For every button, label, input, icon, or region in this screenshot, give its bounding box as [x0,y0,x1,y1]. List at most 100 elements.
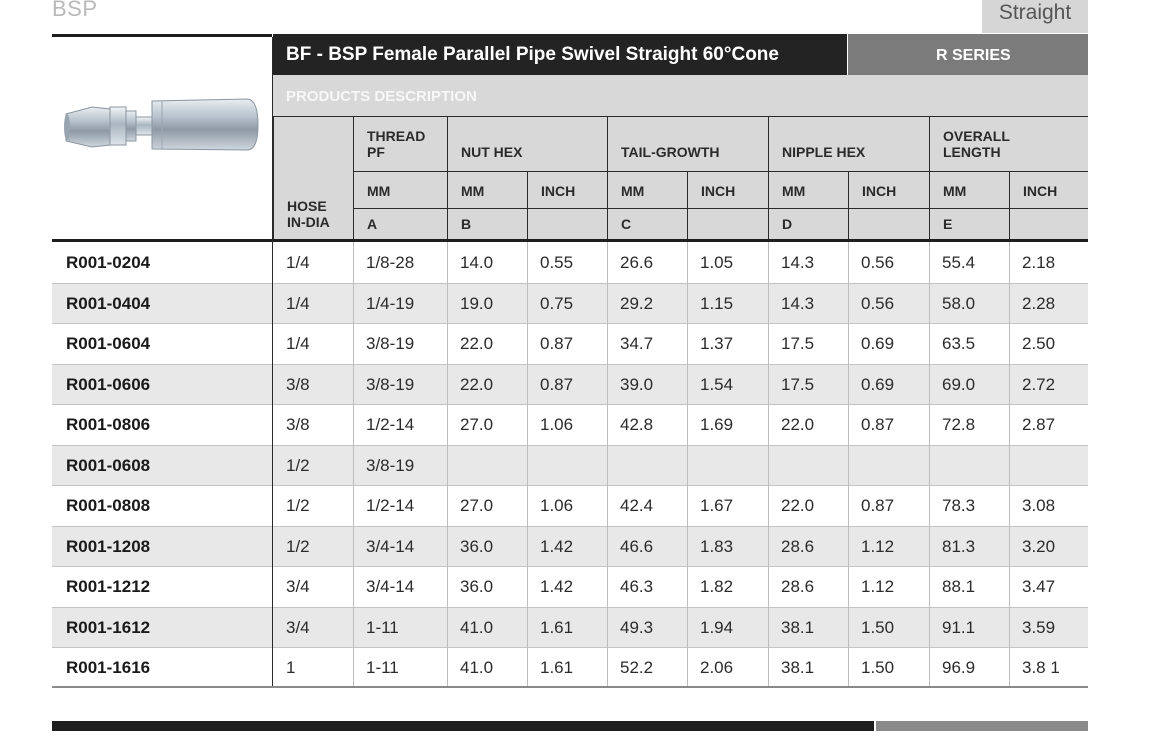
cell-tail-mm: 52.2 [620,658,654,677]
unit-mm-length: MM [929,172,1009,209]
cell-len-mm: 69.0 [942,374,976,394]
cell-nip-mm: 38.1 [781,658,815,677]
cell-nut-mm: 22.0 [460,334,494,353]
col-line-nipple-inch [848,242,849,687]
cell-nut-mm: 22.0 [460,374,494,394]
cell-nut-mm: 14.0 [460,253,494,272]
cell-len-in: 3.08 [1022,496,1056,515]
cell-len-mm: 58.0 [942,293,976,313]
cell-hose: 1 [286,658,296,677]
cell-len-in: 2.87 [1022,415,1056,434]
cell-tail-in: 2.06 [700,658,734,677]
product-title: BF - BSP Female Parallel Pipe Swivel Str… [273,34,847,75]
letter-d: D [768,209,848,240]
cell-len-mm: 96.9 [942,658,976,677]
cell-hose: 1/2 [286,455,310,475]
cell-len-in: 2.50 [1022,334,1056,353]
cell-nut-mm: 27.0 [460,415,494,434]
cell-code: R001-0808 [66,496,151,515]
header-line-top [273,116,1088,117]
cell-nut-in [527,445,540,485]
table-row: R001-1212 3/4 3/4-14 36.0 1.42 46.3 1.82 28.6 1.… [52,566,1088,606]
header-bottom-rule [52,239,1088,242]
cell-nip-in: 1.50 [861,617,895,637]
cell-thread: 1/2-14 [366,496,415,515]
products-description-label: PRODUCTS DESCRIPTION [273,75,1088,116]
table-row: R001-1208 1/2 3/4-14 36.0 1.42 46.6 1.83 28.6 1.… [52,525,1088,566]
cell-len-in: 2.72 [1022,374,1056,394]
letter-blank-nipple [848,209,929,240]
cell-tail-mm: 29.2 [620,293,654,313]
row-separator [52,525,1088,527]
cell-nip-in: 1.50 [861,658,895,677]
col-line-nut-inch [527,242,528,687]
cell-nip-in: 1.12 [861,536,895,556]
row-separator [52,606,1088,608]
cell-nut-in: 1.42 [540,577,574,596]
cell-nut-mm: 36.0 [460,536,494,556]
cell-thread: 1/4-19 [366,293,415,313]
cell-nip-mm: 14.3 [781,253,815,272]
cell-nip-mm: 17.5 [781,374,815,394]
cell-hose: 1/2 [286,536,310,556]
cell-nut-mm: 36.0 [460,577,494,596]
nut-hex-header: NUT HEX [447,116,607,172]
cell-nut-in: 1.42 [540,536,574,556]
table-row: R001-0606 3/8 3/8-19 22.0 0.87 39.0 1.54 17.5 0.… [52,363,1088,404]
letter-c: C [607,209,687,240]
top-rule [52,34,272,37]
cell-nut-mm: 27.0 [460,496,494,515]
cell-hose: 3/8 [286,415,310,434]
row-separator [52,566,1088,567]
cell-tail-mm: 34.7 [620,334,654,353]
table-row: R001-0806 3/8 1/2-14 27.0 1.06 42.8 1.69 22.0 0.… [52,404,1088,444]
cell-hose: 3/4 [286,617,310,637]
cell-code: R001-0806 [66,415,151,434]
table-row: R001-1612 3/4 1-11 41.0 1.61 49.3 1.94 38.1 1.50… [52,606,1088,647]
cell-hose: 1/4 [286,293,310,313]
cell-tail-in: 1.05 [700,253,734,272]
cell-len-mm: 63.5 [942,334,976,353]
col-line-hose [272,37,273,687]
cell-tail-in: 1.37 [700,334,734,353]
cell-tail-mm: 42.8 [620,415,654,434]
previous-section-tab: Straight [982,0,1088,33]
cell-len-mm: 72.8 [942,415,976,434]
col-line-nipple [768,242,769,687]
cell-len-mm: 81.3 [942,536,976,556]
cell-code: R001-0404 [66,293,151,313]
cell-code: R001-0204 [66,253,151,272]
cell-thread: 1/8-28 [366,253,415,272]
row-separator [52,647,1088,648]
cell-nip-in: 0.87 [861,415,895,434]
unit-mm-tail: MM [607,172,687,209]
cell-nut-in: 0.87 [540,374,574,394]
unit-mm-nipple: MM [768,172,848,209]
table-row: R001-0808 1/2 1/2-14 27.0 1.06 42.4 1.67 22.0 0.… [52,485,1088,525]
cell-len-mm: 78.3 [942,496,976,515]
unit-inch-tail: INCH [687,172,768,209]
table-row: R001-0604 1/4 3/8-19 22.0 0.87 34.7 1.37 17.5 0.… [52,323,1088,363]
unit-mm-nut: MM [447,172,527,209]
cell-code: R001-0604 [66,334,151,353]
thread-header-cell: THREAD PF [353,116,447,172]
unit-inch-length: INCH [1009,172,1088,209]
cell-tail-mm: 26.6 [620,253,654,272]
cell-nut-mm: 19.0 [460,293,494,313]
cell-len-in [1009,445,1022,485]
letter-blank-length [1009,209,1088,240]
previous-section-label: BSP [52,0,98,21]
letter-blank-tail [687,209,768,240]
cell-nip-in [848,445,861,485]
cell-code: R001-1612 [66,617,151,637]
cell-len-mm: 88.1 [942,577,976,596]
cell-code: R001-1212 [66,577,151,596]
cell-tail-in: 1.54 [700,374,734,394]
cell-hose: 1/4 [286,253,310,272]
product-image [52,37,272,240]
unit-inch-nipple: INCH [848,172,929,209]
cell-nut-in: 1.06 [540,496,574,515]
cell-thread: 3/4-14 [366,577,415,596]
col-line-tail [607,242,608,687]
row-separator [52,363,1088,365]
